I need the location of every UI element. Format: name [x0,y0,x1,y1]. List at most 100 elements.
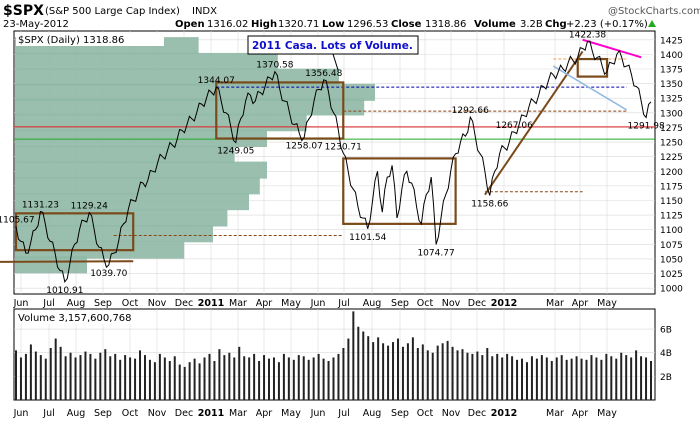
x-tick-label: May [281,298,301,309]
trendline [484,50,584,196]
price-x-axis: Jun Jul Aug Sep Oct Nov Dec 2011 Mar Apr May Jun Jul… [13,298,618,309]
x-tick-label: Dec [175,298,193,309]
price-title-bg [16,33,164,46]
price-tick-label: 1300 [660,109,683,119]
price-annotation: 1249.05 [217,147,254,157]
price-panel: 1000 1025 1050 1075 1100 1125 1150 1175 1200 1225… [0,30,683,309]
price-tick-label: 1100 [660,226,683,236]
volume-label: Volume [474,19,516,30]
volume-x-axis: Jun Jul Aug Sep Oct Nov Dec 2011 Mar Apr May Jun Jul… [13,408,618,419]
price-tick-label: 1075 [660,241,683,251]
price-tick-label: 1400 [660,51,683,61]
volume-x-tick-label: May [281,408,301,419]
x-tick-label: Nov [442,298,461,309]
volume-profile-bar [15,177,260,195]
volume-profile-bar [15,98,365,116]
price-tick-label: 1000 [660,285,683,295]
volume-tick-label: 2B [660,373,672,383]
volume-profile-bar [15,193,249,211]
high-value: 1320.71 [278,19,319,30]
x-tick-label: Apr [256,298,273,309]
volume-x-tick-label: Nov [148,408,167,419]
volume-x-tick-label: Oct [122,408,139,419]
volume-x-tick-label: Apr [572,408,589,419]
price-annotation: 1258.07 [286,141,323,151]
price-annotation: 1131.23 [22,200,59,210]
low-label: Low [322,19,344,30]
range-box [342,157,457,225]
volume-x-tick-label: Sep [391,408,409,419]
volume-profile-bar [15,83,375,101]
trendline [582,38,642,59]
open-value: 1316.02 [207,19,248,30]
exchange: INDX [192,6,217,17]
price-tick-label: 1250 [660,139,683,149]
price-tick-label: 1150 [660,197,683,207]
volume-x-tick-label: May [597,408,617,419]
x-tick-label: May [597,298,617,309]
volume-tick-label: 4B [660,349,672,359]
close-value: 1318.86 [425,19,466,30]
volume-x-tick-label: Jun [13,408,29,419]
volume-x-tick-label: Aug [67,408,86,419]
volume-profile-bar [15,114,307,132]
volume-x-tick-label: 2011 [198,408,224,419]
x-tick-label: Jun [13,298,29,309]
price-annotation: 1158.66 [471,199,508,209]
volume-profile-bar [15,256,87,274]
volume-profile-bar [15,161,267,179]
price-annotation: 1370.58 [256,61,293,71]
price-annotation: 1074.77 [417,248,454,258]
price-tick-label: 1425 [660,36,683,46]
callout-pointer [332,53,339,71]
x-tick-label: Mar [546,298,564,309]
x-tick-label: Sep [391,298,409,309]
price-annotation: 1129.24 [71,202,108,212]
price-annotation: 1267.06 [496,121,533,131]
up-arrow-icon [648,20,656,27]
chg-value: +2.23 (+0.17%) [566,19,648,30]
price-annotation: 1356.48 [305,69,342,79]
price-annotation: 1344.07 [198,76,235,86]
volume-x-tick-label: Mar [546,408,564,419]
price-annotation: 1105.67 [0,215,35,225]
volume-profile-bar [15,225,213,243]
volume-axis: 2B 4B 6B [660,326,672,383]
x-tick-label: Nov [148,298,167,309]
price-tick-label: 1275 [660,124,683,134]
x-tick-label: Jun [310,298,326,309]
volume-x-tick-label: Apr [256,408,273,419]
x-tick-label: Aug [67,298,86,309]
chart-overlays [0,38,655,263]
volume-x-tick-label: Dec [175,408,193,419]
volume-x-tick-label: Nov [442,408,461,419]
price-annotation: 1292.66 [452,106,489,116]
symbol: $SPX [3,3,44,19]
volume-bars [15,311,652,400]
volume-x-tick-label: Jun [310,408,326,419]
callout-text: 2011 Casa. Lots of Volume. [252,40,413,52]
x-tick-label: Apr [572,298,589,309]
price-title: $SPX (Daily) 1318.86 [18,35,124,46]
price-tick-label: 1025 [660,270,683,280]
chart-date: 23-May-2012 [3,19,69,30]
watermark: @StockCharts.com [608,6,700,17]
price-tick-label: 1200 [660,168,683,178]
price-tick-label: 1375 [660,65,683,75]
x-tick-label: Sep [94,298,112,309]
price-annotation: 1230.71 [325,142,362,152]
price-annotation: 1101.54 [349,233,386,243]
chg-label: Chg [545,19,567,30]
x-tick-label: Mar [229,298,247,309]
high-label: High [251,19,277,30]
volume-profile-bar [15,145,235,163]
range-box [14,212,135,252]
price-tick-label: 1050 [660,255,683,265]
volume-value: 3.2B [520,19,543,30]
x-tick-label: 2012 [491,298,517,309]
x-tick-label: Jul [337,298,349,309]
volume-profile-bar [15,209,228,227]
volume-x-tick-label: Dec [468,408,486,419]
close-label: Close [391,19,422,30]
